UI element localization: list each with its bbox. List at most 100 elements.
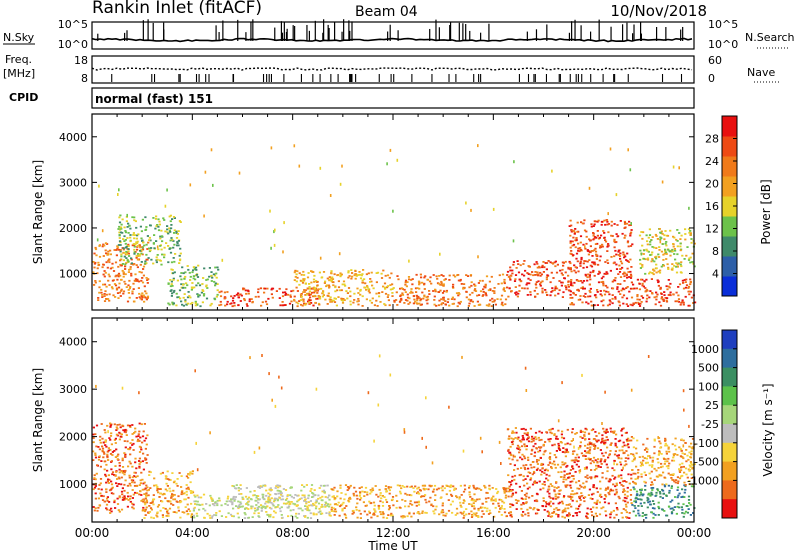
echo-cell [601,245,604,248]
echo-cell [413,298,416,301]
echo-cell [683,481,686,484]
echo-cell [503,511,507,514]
echo-cell [106,496,109,498]
echo-cell [179,297,182,300]
echo-cell [575,459,578,461]
echo-cell [303,494,306,497]
echo-cell [386,285,390,287]
echo-cell [293,295,296,298]
echo-cell [622,294,626,297]
echo-cell [326,503,329,505]
echo-cell [133,481,136,484]
echo-cell [113,283,117,285]
echo-cell [121,499,124,501]
echo-cell [356,497,359,500]
echo-cell [674,481,677,484]
echo-cell [312,512,315,515]
echo-cell [507,295,510,298]
echo-cell [124,469,127,472]
echo-cell [341,503,344,506]
echo-cell [380,277,384,279]
echo-cell [502,288,505,291]
echo-cell [509,511,512,513]
echo-cell [189,472,192,474]
echo-cell [210,148,213,152]
echo-cell [137,233,140,236]
echo-cell [380,272,383,275]
echo-cell [616,286,619,288]
echo-cell [98,484,101,486]
echo-cell [431,461,434,465]
echo-cell [175,511,178,514]
echo-cell [444,300,447,302]
echo-cell [667,248,670,251]
echo-cell [535,286,538,289]
colorbar-tick-label: 4 [712,268,719,281]
echo-cell [438,299,441,302]
power-echoes [92,144,697,308]
echo-cell [605,477,608,480]
echo-cell [685,460,688,463]
echo-cell [574,492,577,495]
echo-cell [424,488,428,490]
echo-cell [328,512,331,515]
echo-cell [178,220,181,222]
echo-cell [557,502,560,505]
echo-cell [123,251,126,254]
echo-cell [595,467,598,470]
echo-cell [586,477,589,480]
echo-cell [143,423,146,425]
echo-cell [144,508,147,511]
echo-cell [636,278,639,281]
echo-cell [541,470,544,473]
echo-cell [554,495,557,498]
echo-cell [493,292,496,294]
echo-cell [563,516,566,519]
echo-cell [558,449,562,451]
echo-cell [100,291,103,294]
echo-cell [453,298,456,301]
echo-cell [190,502,193,505]
echo-cell [657,281,660,284]
echo-cell [267,492,270,495]
echo-cell [487,289,490,292]
echo-cell [197,295,200,298]
echo-cell [582,266,585,269]
echo-cell [169,231,172,233]
echo-cell [308,301,311,304]
echo-cell [233,304,236,307]
echo-cell [125,286,128,288]
echo-cell [548,488,551,491]
echo-cell [607,291,610,293]
echo-cell [137,433,140,436]
echo-cell [535,438,538,441]
echo-cell [180,272,183,274]
echo-cell [470,510,473,513]
echo-cell [186,296,190,299]
echo-cell [95,384,97,388]
echo-cell [349,295,352,298]
echo-cell [514,274,518,276]
echo-cell [519,264,522,267]
echo-cell [529,463,532,466]
echo-cell [373,439,375,443]
echo-cell [121,263,124,265]
echo-cell [628,517,631,519]
echo-cell [409,486,412,488]
echo-cell [579,445,582,447]
echo-cell [676,245,679,248]
freq-line [91,67,693,71]
echo-cell [476,294,479,297]
echo-cell [498,274,501,277]
echo-cell [184,275,187,278]
echo-cell [240,493,243,495]
echo-cell [687,228,691,231]
echo-cell [626,490,629,493]
echo-cell [546,490,549,493]
echo-cell [523,443,526,446]
echo-cell [667,268,670,270]
echo-cell [504,303,507,306]
echo-cell [136,258,139,261]
echo-cell [682,503,685,506]
echo-cell [615,263,618,266]
